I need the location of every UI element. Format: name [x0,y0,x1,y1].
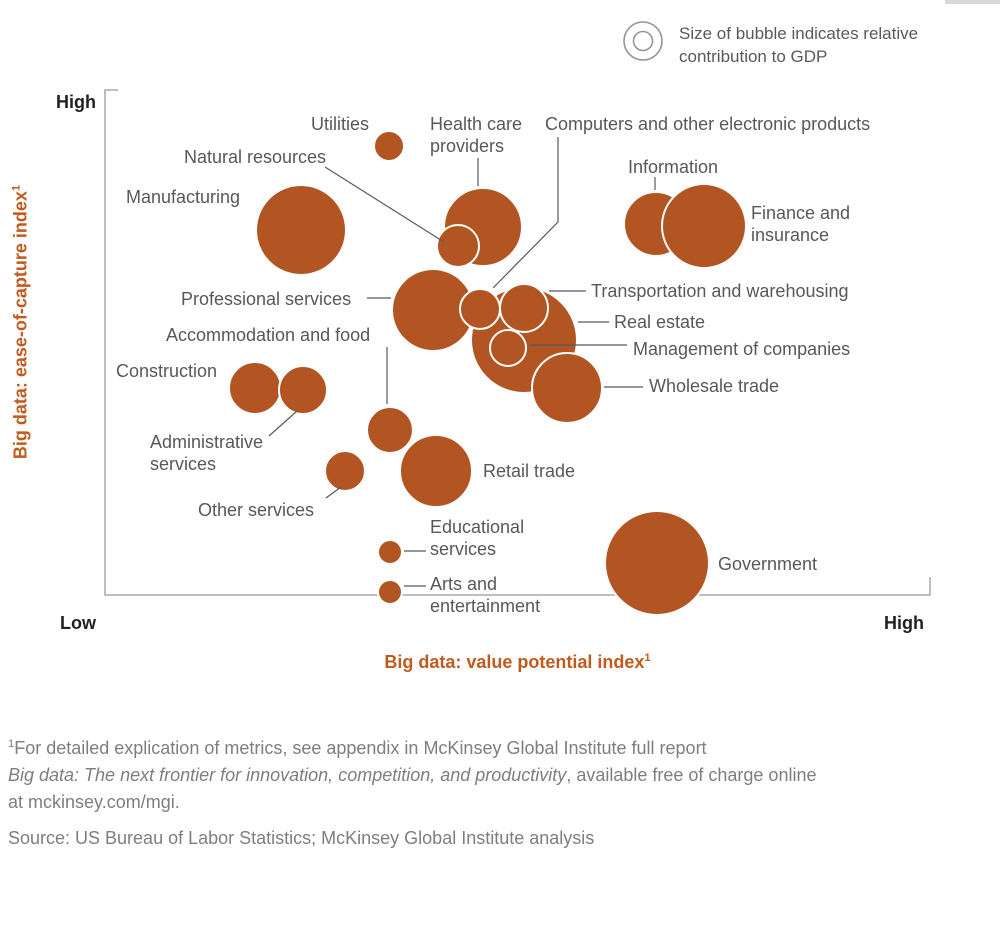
label-information: Information [628,156,718,178]
label-line: Government [718,554,818,574]
legend-caption: Size of bubble indicates relative contri… [679,18,918,68]
bubble-size-legend: Size of bubble indicates relative contri… [620,18,918,68]
label-other-services: Other services [198,499,314,521]
label-line: entertainment [430,596,541,616]
label-utilities: Utilities [311,113,369,135]
label-line: Arts and [430,574,498,594]
label-professional-services: Professional services [181,288,351,310]
label-health-care-providers: Health care providers [430,113,522,157]
label-construction: Construction [116,360,217,382]
footnotes: 1For detailed explication of metrics, se… [8,731,816,852]
footnote-superscript: 1 [8,738,15,750]
label-line: services [150,454,217,474]
label-line: Computers and other electronic products [545,114,871,134]
label-line: Manufacturing [126,187,241,207]
label-line: Educational [430,517,525,537]
label-arts-and-entertainment: Arts and entertainment [430,573,540,617]
label-management-of-companies: Management of companies [633,338,850,360]
y-axis-high-label: High [56,92,96,112]
label-line: Real estate [614,312,706,332]
page-edge-bar [945,0,1000,4]
label-transportation-and-warehousing: Transportation and warehousing [591,280,849,302]
x-axis-title-superscript: 1 [644,652,651,664]
label-line: Management of companies [633,339,851,359]
source-line: Source: US Bureau of Labor Statistics; M… [8,828,595,848]
label-line: Administrative [150,432,264,452]
footnote-line-1: 1For detailed explication of metrics, se… [8,731,816,762]
legend-caption-line2: contribution to GDP [679,47,828,66]
label-line: Construction [116,361,218,381]
footnote-line-2-text: , available free of charge online [566,765,817,785]
label-line: Retail trade [483,461,576,481]
label-administrative-services: Administrative services [150,431,263,475]
label-line: Information [628,157,719,177]
label-retail-trade: Retail trade [483,460,575,482]
label-natural-resources: Natural resources [184,146,326,168]
label-line: Other services [198,500,315,520]
x-axis-low-label: Low [60,613,96,633]
label-computers-electronic-products: Computers and other electronic products [545,113,870,135]
label-line: insurance [751,225,830,245]
label-line: Professional services [181,289,352,309]
label-line: providers [430,136,505,156]
label-line: Utilities [311,114,370,134]
label-line: Natural resources [184,147,327,167]
label-line: Wholesale trade [649,376,780,396]
label-accommodation-and-food: Accommodation and food [166,324,370,346]
label-line: Accommodation and food [166,325,371,345]
label-line: Health care [430,114,523,134]
x-axis-high-label: High [884,613,924,633]
footnote-line-2: Big data: The next frontier for innovati… [8,762,816,789]
label-government: Government [718,553,817,575]
footnote-line-1-text: For detailed explication of metrics, see… [14,738,707,758]
label-finance-and-insurance: Finance and insurance [751,202,850,246]
label-line: Finance and [751,203,851,223]
label-educational-services: Educational services [430,516,524,560]
x-axis-title: Big data: value potential index1 [105,652,930,673]
label-wholesale-trade: Wholesale trade [649,375,779,397]
footnote-line-3: at mckinsey.com/mgi. [8,792,180,812]
x-axis-title-text: Big data: value potential index [384,652,645,672]
legend-caption-line1: Size of bubble indicates relative [679,24,919,43]
label-line: services [430,539,497,559]
label-manufacturing: Manufacturing [126,186,240,208]
footnote-report-title: Big data: The next frontier for innovati… [8,765,567,785]
label-real-estate: Real estate [614,311,705,333]
label-line: Transportation and warehousing [591,281,849,301]
concentric-circles-icon [623,21,663,61]
